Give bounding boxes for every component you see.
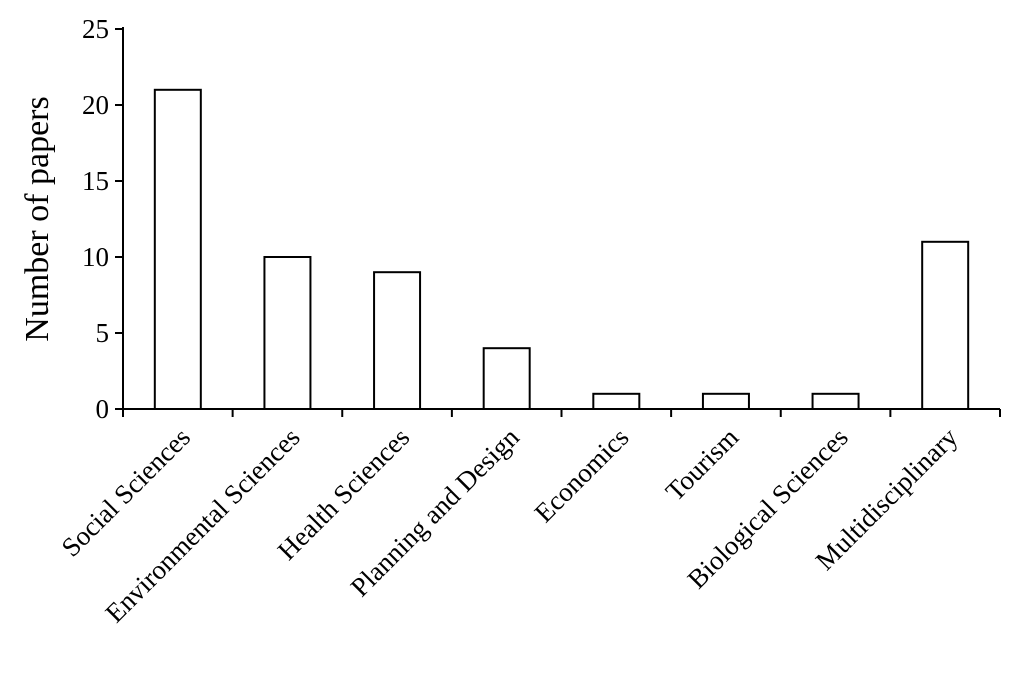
y-tick-label: 0	[96, 394, 110, 424]
bar	[592, 392, 641, 410]
bars	[153, 88, 970, 411]
x-category-label: Environmental Sciences	[99, 422, 305, 628]
bar	[263, 256, 312, 410]
axes	[122, 27, 1000, 410]
bar	[482, 347, 531, 411]
bar	[701, 392, 750, 410]
y-tick-label: 25	[82, 14, 109, 44]
y-tick-label: 15	[82, 166, 109, 196]
bar	[921, 240, 970, 410]
y-tick-label: 20	[82, 90, 109, 120]
y-axis-title-group: Number of papers	[19, 96, 56, 341]
x-category-label: Tourism	[660, 422, 745, 507]
y-ticks: 0 5 10 15 20 25	[82, 14, 123, 424]
bar	[811, 392, 860, 410]
bar	[373, 271, 422, 411]
y-tick-label: 10	[82, 242, 109, 272]
x-category-label: Economics	[529, 422, 635, 528]
bar	[153, 88, 202, 411]
y-tick-label: 5	[96, 318, 110, 348]
y-axis-title: Number of papers	[19, 96, 56, 341]
